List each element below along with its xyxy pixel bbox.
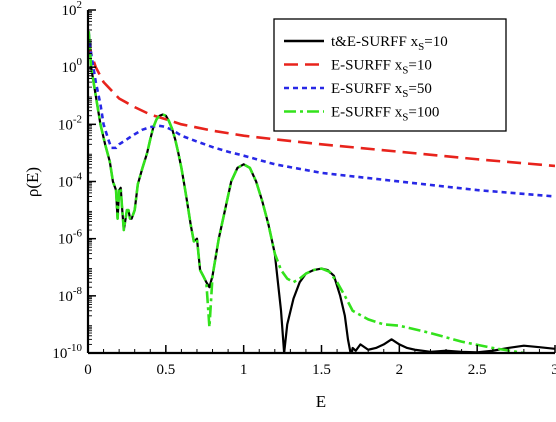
y-tick-label: 100 bbox=[62, 56, 83, 76]
legend-label-1: t&E-SURFF xS=10 bbox=[331, 34, 448, 53]
x-axis-title: E bbox=[316, 392, 326, 411]
y-tick-label: 10-8 bbox=[58, 285, 83, 305]
y-tick-label: 102 bbox=[62, 0, 83, 19]
x-tick-label: 2.5 bbox=[468, 362, 487, 378]
tick-labels-layer: 0 0.5 1 1.5 2 2.5 3 10-10 10-8 10-6 10-4 10-2 100 102 bbox=[52, 0, 556, 378]
y-tick-label: 10-4 bbox=[58, 171, 83, 191]
series-line-4 bbox=[88, 31, 534, 353]
series-line-3 bbox=[88, 33, 555, 198]
x-tick-label: 0 bbox=[84, 362, 92, 378]
x-tick-label: 3 bbox=[551, 362, 556, 378]
y-tick-label: 10-2 bbox=[58, 113, 82, 133]
x-tick-label: 0.5 bbox=[156, 362, 175, 378]
x-tick-label: 1 bbox=[240, 362, 248, 378]
x-tick-label: 2 bbox=[396, 362, 404, 378]
legend-label-3: E-SURFF xS=50 bbox=[331, 81, 432, 100]
legend: t&E-SURFF xS=10 E-SURFF xS=10 E-SURFF xS=5… bbox=[273, 18, 507, 132]
ticks-layer bbox=[87, 9, 556, 354]
legend-label-2: E-SURFF xS=10 bbox=[331, 58, 432, 77]
y-tick-label: 10-10 bbox=[52, 342, 82, 362]
y-tick-label: 10-6 bbox=[58, 228, 83, 248]
series-layer bbox=[88, 31, 555, 353]
x-tick-label: 1.5 bbox=[312, 362, 331, 378]
y-axis-title: ρ(E) bbox=[23, 167, 42, 197]
legend-label-4: E-SURFF xS=100 bbox=[331, 105, 439, 124]
